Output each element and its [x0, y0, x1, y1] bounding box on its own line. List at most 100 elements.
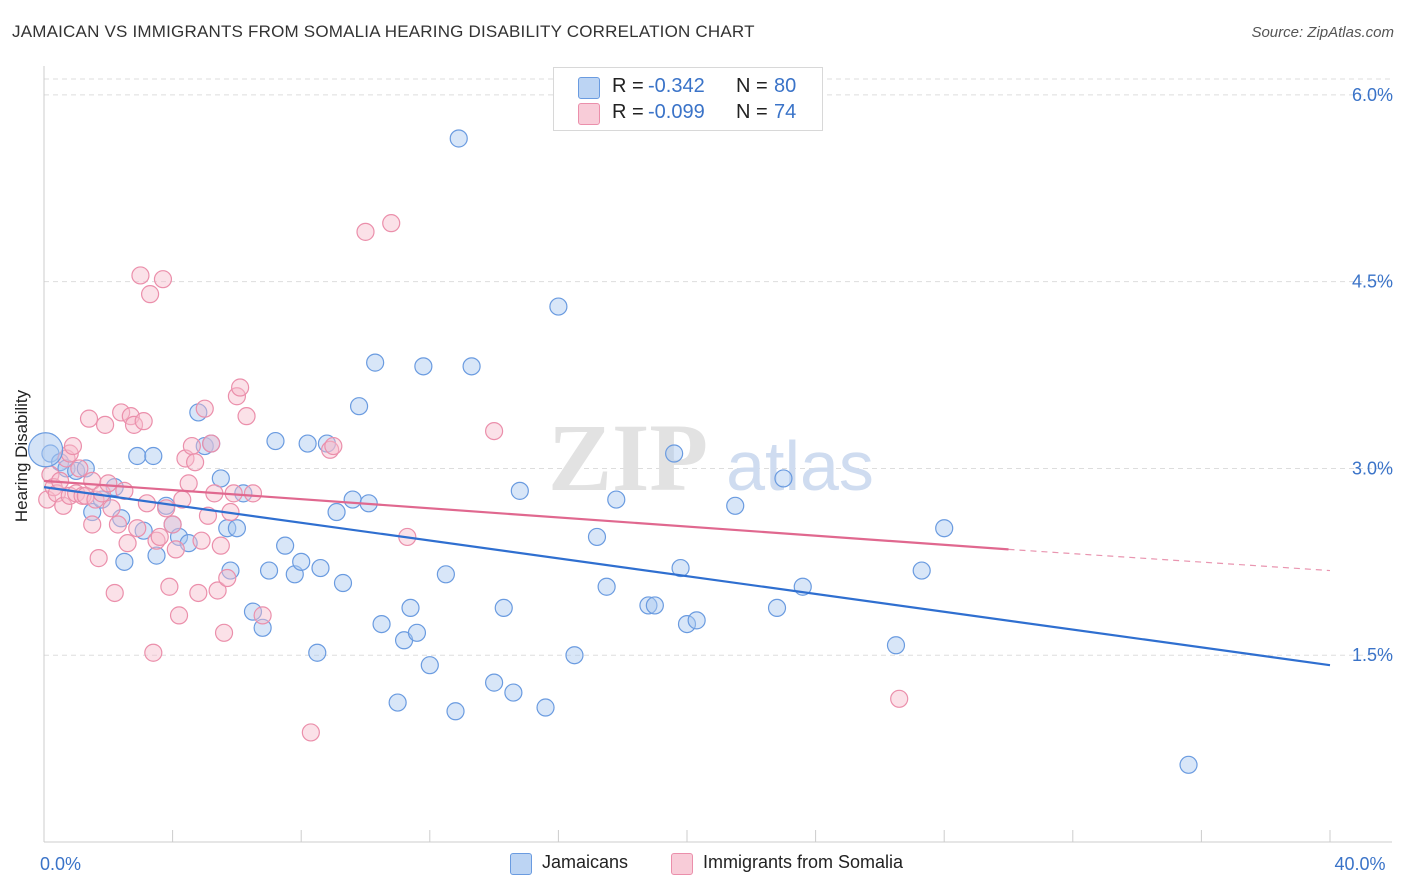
- somalia-point: [112, 403, 131, 422]
- jamaican-point: [366, 353, 385, 372]
- somalia-point: [137, 494, 156, 513]
- somalia-point: [202, 434, 221, 453]
- jamaican-point: [28, 432, 64, 468]
- somalia-point: [134, 412, 153, 431]
- x-tick-label: 40.0%: [1334, 854, 1385, 874]
- bottom-legend-label: Immigrants from Somalia: [703, 852, 904, 872]
- jamaican-point: [211, 469, 230, 488]
- jamaican-point: [343, 490, 362, 509]
- somalia-point: [150, 527, 169, 547]
- jamaican-point: [115, 552, 134, 571]
- jamaican-point: [388, 693, 407, 712]
- jamaican-point: [565, 646, 584, 665]
- correlation-legend: R = -0.342 N = 80 R = -0.099 N = 74: [553, 67, 823, 131]
- bottom-legend-label: Jamaicans: [542, 852, 629, 872]
- legend-swatch-pink: [578, 103, 600, 125]
- gridlines: [44, 78, 1392, 656]
- somalia-point: [301, 723, 320, 742]
- jamaican-point: [333, 573, 353, 593]
- jamaican-point: [372, 614, 391, 634]
- jamaican-point: [292, 552, 311, 571]
- jamaican-point: [677, 614, 697, 634]
- somalia-point: [153, 270, 173, 289]
- somalia-point: [79, 409, 99, 428]
- somalia-point: [208, 581, 227, 600]
- jamaican-point: [407, 623, 427, 642]
- jamaican-point: [912, 561, 931, 580]
- somalia-point: [195, 399, 214, 418]
- bottom-legend-swatch-pink: [671, 853, 693, 875]
- somalia-point: [189, 583, 208, 603]
- legend-n-label: N =: [736, 101, 768, 123]
- somalia-point: [890, 689, 909, 708]
- somalia-point: [124, 415, 144, 434]
- jamaican-point: [128, 446, 147, 466]
- jamaican-point: [504, 683, 523, 702]
- somalia-point: [253, 606, 272, 625]
- somalia-trend-line: [43, 479, 1009, 551]
- somalia-point: [218, 568, 237, 588]
- jamaican-point: [687, 611, 706, 630]
- somalia-point: [214, 623, 234, 642]
- jamaican-point: [414, 357, 433, 376]
- jamaican-point: [597, 577, 616, 596]
- jamaican-point: [665, 444, 684, 463]
- somalia-point: [95, 415, 115, 434]
- jamaican-point: [494, 598, 513, 618]
- jamaican-point: [1179, 755, 1198, 774]
- jamaican-point: [446, 702, 465, 721]
- somalia-point: [382, 214, 401, 233]
- jamaican-point: [298, 434, 317, 453]
- legend-swatch-blue: [578, 77, 600, 99]
- jamaican-point: [774, 469, 793, 488]
- y-tick-label: 4.5%: [1352, 272, 1393, 292]
- data-points: [28, 129, 1198, 774]
- somalia-point: [102, 499, 121, 518]
- jamaicans-trend-line: [43, 486, 1331, 667]
- jamaican-point: [510, 481, 529, 500]
- jamaican-point: [536, 698, 555, 717]
- jamaican-point: [266, 431, 285, 451]
- jamaican-point: [420, 656, 439, 675]
- legend-r-label: R =: [612, 75, 644, 97]
- somalia-point: [324, 436, 343, 456]
- somalia-point: [108, 515, 128, 534]
- watermark-atlas: atlas: [726, 427, 874, 505]
- jamaican-point: [436, 565, 455, 584]
- somalia-point: [485, 421, 504, 441]
- jamaican-point: [144, 446, 163, 466]
- legend-n-label: N =: [736, 75, 768, 97]
- somalia-point: [89, 549, 108, 568]
- jamaican-point: [639, 596, 658, 615]
- watermark-zip: ZIP: [548, 404, 708, 511]
- jamaican-point: [587, 527, 607, 547]
- jamaican-point: [886, 636, 906, 655]
- jamaican-point: [549, 297, 568, 316]
- bottom-legend-swatch-blue: [510, 853, 532, 875]
- jamaican-point: [767, 598, 787, 618]
- somalia-point: [99, 474, 118, 493]
- jamaican-point: [462, 357, 481, 376]
- jamaican-point: [227, 519, 246, 538]
- jamaican-point: [449, 129, 468, 148]
- somalia-trend-extension: [1008, 548, 1331, 572]
- somalia-point: [231, 378, 250, 397]
- jamaican-point: [147, 546, 166, 565]
- jamaican-point: [671, 558, 690, 578]
- somalia-point: [63, 436, 83, 456]
- jamaican-point: [607, 490, 626, 509]
- somalia-point: [243, 484, 263, 503]
- somalia-point: [166, 540, 185, 559]
- somalia-point: [163, 515, 182, 534]
- jamaican-point: [726, 496, 745, 515]
- legend-n-value: 80: [774, 75, 797, 97]
- somalia-point: [105, 583, 124, 603]
- somalia-point: [192, 531, 211, 550]
- legend-n-value: 74: [774, 101, 797, 123]
- somalia-point: [182, 436, 201, 456]
- jamaican-point: [253, 618, 272, 637]
- x-tick-label: 0.0%: [40, 854, 81, 874]
- y-tick-label: 6.0%: [1352, 85, 1393, 105]
- axes: [43, 66, 1392, 843]
